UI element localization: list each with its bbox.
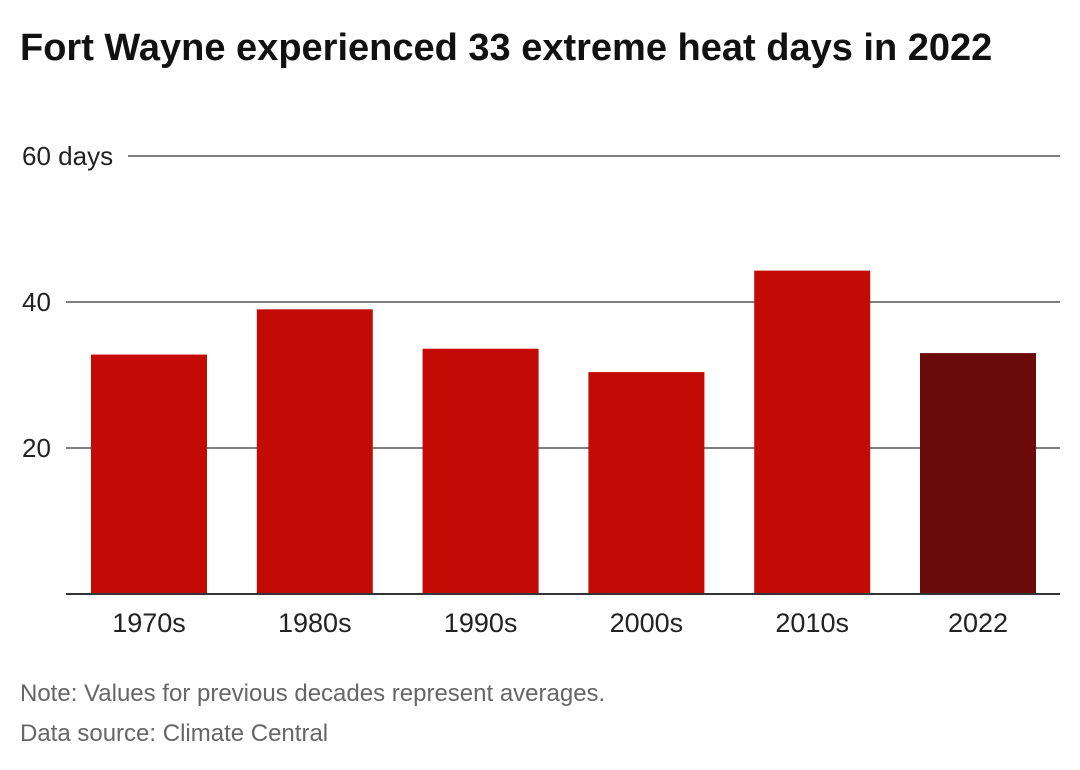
x-tick-label: 1980s — [278, 608, 352, 638]
data-source: Data source: Climate Central — [20, 720, 329, 747]
bar — [920, 353, 1036, 594]
x-tick-label: 1990s — [444, 608, 518, 638]
y-tick-label: 40 — [22, 287, 51, 317]
y-tick-label: 60 days — [22, 141, 113, 171]
chart-title: Fort Wayne experienced 33 extreme heat d… — [20, 27, 993, 69]
y-tick-label: 20 — [22, 433, 51, 463]
bar — [422, 348, 539, 594]
bar — [91, 354, 207, 594]
bar — [256, 309, 373, 594]
x-tick-label: 2000s — [610, 608, 684, 638]
x-tick-label: 2022 — [948, 608, 1008, 638]
bar — [754, 270, 871, 594]
x-tick-label: 1970s — [112, 608, 186, 638]
chart-note: Note: Values for previous decades repres… — [20, 680, 606, 707]
x-tick-label: 2010s — [775, 608, 849, 638]
bar — [588, 372, 705, 594]
